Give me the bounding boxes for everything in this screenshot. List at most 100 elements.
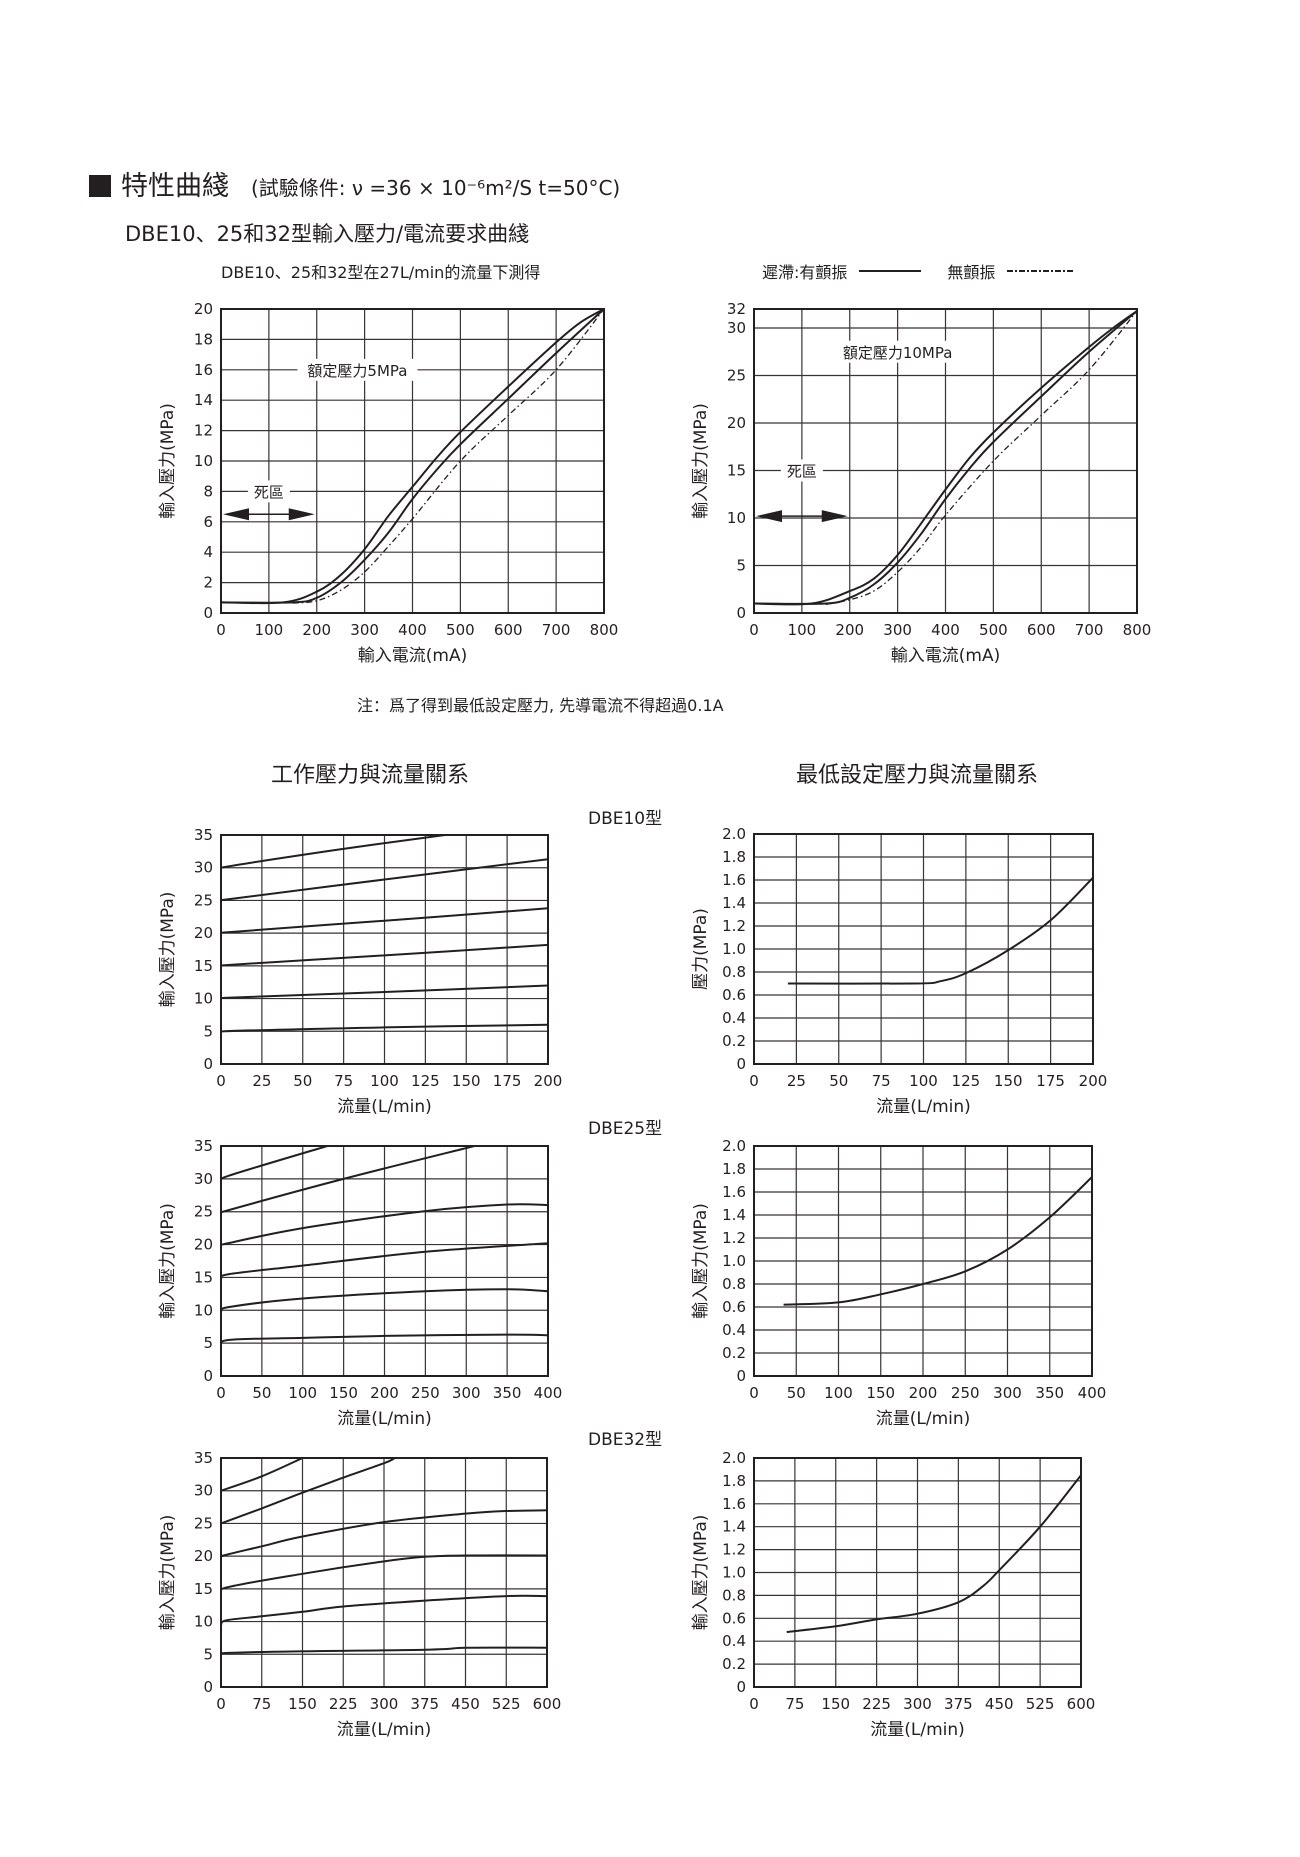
y-tick-label: 15 — [194, 1580, 213, 1598]
annotation-background — [780, 459, 823, 482]
x-tick-label: 250 — [411, 1384, 440, 1402]
x-tick-label: 75 — [334, 1072, 353, 1090]
y-tick-label: 1.8 — [722, 848, 746, 866]
annotation-label: 額定壓力10MPa — [843, 344, 953, 362]
x-tick-label: 600 — [1067, 1695, 1096, 1713]
annotation-background — [247, 480, 290, 503]
legend-solid-line-icon — [859, 270, 922, 272]
panel-label-dbe10: DBE10型 — [588, 809, 663, 829]
series-line-5 — [221, 1146, 328, 1183]
y-tick-label: 2.0 — [722, 1137, 746, 1155]
x-axis-label: 流量(L/min) — [337, 1097, 432, 1117]
x-tick-label: 525 — [492, 1695, 521, 1713]
y-tick-label: 1.0 — [722, 1252, 746, 1270]
y-tick-label: 1.2 — [722, 1229, 746, 1247]
y-tick-label: 25 — [194, 1203, 213, 1221]
plot-frame — [220, 834, 549, 1065]
chart-3: 0 25 50 75 100 125 150 175 200 0 0.2 0.4 0.6 0.8 1.0 1.… — [691, 825, 1107, 1117]
y-tick-label: 12 — [194, 422, 213, 440]
series-line-1 — [221, 309, 604, 604]
y-tick-label: 2.0 — [722, 1449, 746, 1467]
series-line-5 — [221, 1458, 303, 1492]
series-line-0 — [221, 309, 604, 605]
plot-frame — [220, 1457, 548, 1688]
y-tick-label: 0.8 — [722, 963, 746, 981]
x-tick-label: 0 — [216, 1384, 226, 1402]
arrow-left-icon — [223, 508, 249, 521]
annotation-label: 死區 — [787, 463, 817, 481]
arrow-right-icon — [821, 510, 848, 523]
x-tick-label: 400 — [534, 1384, 563, 1402]
y-tick-label: 20 — [194, 1236, 213, 1254]
series-line-1 — [221, 1288, 548, 1313]
y-tick-label: 6 — [203, 513, 213, 531]
y-tick-label: 0 — [203, 1367, 213, 1385]
x-tick-label: 150 — [329, 1384, 358, 1402]
y-tick-label: 30 — [194, 859, 213, 877]
section-subtitle: DBE10、25和32型輸入壓力/電流要求曲綫 — [125, 222, 530, 246]
x-tick-label: 500 — [446, 621, 475, 639]
y-tick-label: 2 — [203, 574, 213, 592]
series-line-2 — [221, 1554, 547, 1597]
series-line-0 — [221, 1023, 548, 1036]
y-tick-label: 0 — [736, 604, 746, 622]
x-tick-label: 50 — [829, 1072, 848, 1090]
y-tick-label: 1.8 — [722, 1472, 746, 1490]
y-tick-label: 0.6 — [722, 1609, 746, 1627]
chart-0: 0 100 200 300 400 500 600 700 800 0 2 4 6 8 10 12 14 16 18… — [158, 300, 618, 666]
x-tick-label: 100 — [788, 621, 817, 639]
y-tick-label: 1.6 — [722, 871, 746, 889]
series-line-3 — [221, 907, 548, 937]
annotation-label: 死區 — [254, 483, 284, 501]
y-tick-label: 0 — [203, 604, 213, 622]
x-tick-label: 350 — [493, 1384, 522, 1402]
arrow-left-icon — [756, 510, 782, 523]
x-tick-label: 150 — [994, 1072, 1023, 1090]
y-axis-label: 輸入壓力(MPa) — [691, 1515, 711, 1631]
x-tick-label: 500 — [979, 621, 1008, 639]
y-tick-label: 30 — [727, 319, 746, 337]
y-tick-label: 2.0 — [722, 825, 746, 843]
x-tick-label: 150 — [452, 1072, 481, 1090]
chart-note: DBE10、25和32型在27L/min的流量下測得 — [221, 263, 541, 282]
y-tick-label: 1.2 — [722, 1541, 746, 1559]
x-tick-label: 75 — [785, 1695, 804, 1713]
series-line-2 — [221, 1242, 548, 1280]
x-axis-label: 流量(L/min) — [337, 1409, 432, 1429]
x-axis-label: 輸入電流(mA) — [891, 646, 1000, 666]
y-tick-label: 1.2 — [722, 917, 746, 935]
x-tick-label: 100 — [824, 1384, 853, 1402]
chart-7: 0 75 150 225 300 375 450 525 600 0 0.2 0.4 0.6 0.8 1.0… — [691, 1449, 1095, 1740]
y-tick-label: 30 — [194, 1482, 213, 1500]
x-tick-label: 300 — [883, 621, 912, 639]
y-tick-label: 35 — [194, 826, 213, 844]
series-line-0 — [221, 1333, 548, 1348]
y-tick-label: 0.8 — [722, 1586, 746, 1604]
x-tick-label: 700 — [542, 621, 571, 639]
plot-frame — [220, 308, 605, 614]
y-tick-label: 15 — [194, 1268, 213, 1286]
y-tick-label: 8 — [203, 482, 213, 500]
series-line-1 — [754, 310, 1137, 605]
legend-solid-label: 遲滯:有顫振 — [762, 263, 848, 282]
series-line-2 — [221, 943, 548, 969]
y-tick-label: 1.0 — [722, 1564, 746, 1582]
chart-5: 0 50 100 150 200 250 300 350 400 0 0.2 0.4 0.6 0.8 1.0… — [691, 1137, 1106, 1429]
y-tick-label: 0.6 — [722, 1298, 746, 1316]
x-tick-label: 200 — [909, 1384, 938, 1402]
x-tick-label: 175 — [1036, 1072, 1065, 1090]
x-tick-label: 375 — [944, 1695, 973, 1713]
x-tick-label: 0 — [216, 621, 226, 639]
x-tick-label: 75 — [872, 1072, 891, 1090]
x-tick-label: 0 — [749, 621, 759, 639]
x-axis-label: 流量(L/min) — [870, 1720, 965, 1740]
y-tick-label: 35 — [194, 1137, 213, 1155]
y-axis-label: 輸入壓力(MPa) — [158, 892, 178, 1008]
x-tick-label: 200 — [534, 1072, 563, 1090]
plot-frame — [753, 833, 1094, 1065]
series-line-4 — [221, 858, 548, 904]
y-tick-label: 20 — [194, 1547, 213, 1565]
y-tick-label: 10 — [194, 1301, 213, 1319]
legend-dashdot-line-icon — [1007, 270, 1074, 272]
